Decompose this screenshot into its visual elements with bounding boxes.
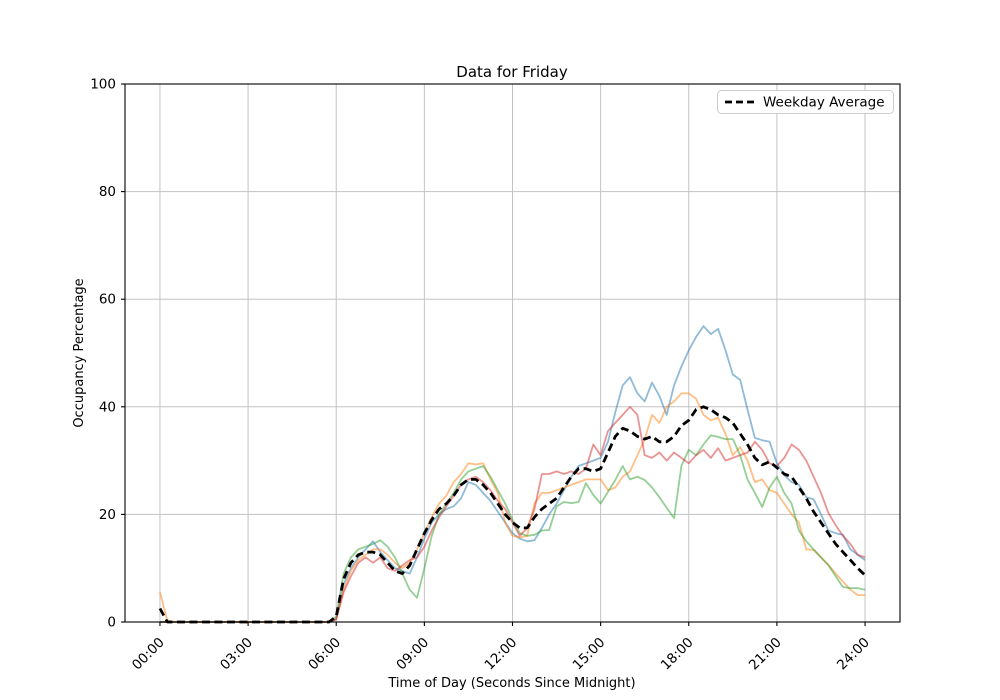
grid-layer bbox=[125, 83, 900, 623]
x-tick-label-03:00: 03:00 bbox=[217, 635, 256, 674]
y-tick-label-0: 0 bbox=[107, 615, 116, 631]
x-tick-label-00:00: 00:00 bbox=[129, 635, 168, 674]
x-tick-label-21:00: 21:00 bbox=[746, 635, 785, 674]
legend-label: Weekday Average bbox=[763, 95, 885, 111]
tick-label-layer: 00:00 03:00 06:00 09:00 12:00 15:00 18:00 21:00… bbox=[90, 77, 873, 674]
chart-title: Data for Friday bbox=[456, 63, 568, 81]
x-tick-label-06:00: 06:00 bbox=[305, 635, 344, 674]
x-tick-label-12:00: 12:00 bbox=[482, 635, 521, 674]
y-tick-label-60: 60 bbox=[99, 292, 116, 308]
x-tick-label-24:00: 24:00 bbox=[834, 635, 873, 674]
x-tick-label-09:00: 09:00 bbox=[393, 635, 432, 674]
y-tick-label-100: 100 bbox=[90, 77, 116, 93]
axes-layer bbox=[121, 83, 901, 626]
x-tick-label-18:00: 18:00 bbox=[658, 635, 697, 674]
x-tick-label-15:00: 15:00 bbox=[570, 635, 609, 674]
x-axis-label: Time of Day (Seconds Since Midnight) bbox=[387, 676, 635, 691]
y-tick-label-80: 80 bbox=[99, 184, 116, 200]
y-axis-label: Occupancy Percentage bbox=[72, 278, 87, 427]
legend: Weekday Average bbox=[717, 90, 894, 114]
y-tick-label-40: 40 bbox=[99, 399, 116, 415]
legend-box bbox=[717, 90, 894, 114]
y-tick-label-20: 20 bbox=[99, 507, 116, 523]
